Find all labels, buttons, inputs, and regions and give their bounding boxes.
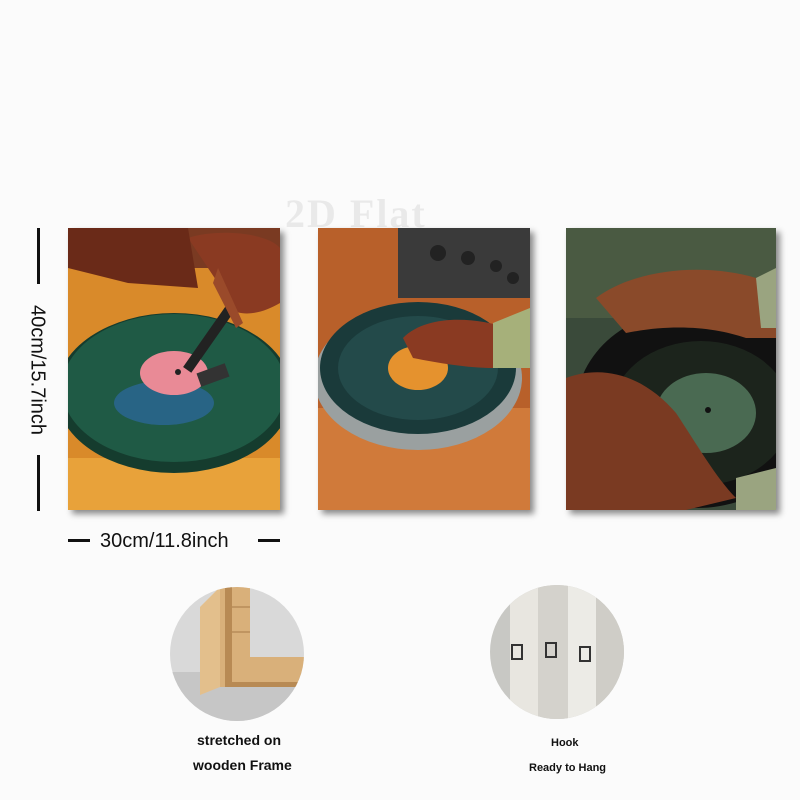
height-dimension-label: 40cm/15.7inch [26, 304, 49, 436]
width-dimension-line-left [68, 539, 90, 542]
height-dimension-line-bottom [37, 455, 40, 511]
canvas-panel-center [318, 228, 530, 510]
canvas-panel-left [68, 228, 280, 510]
wooden-frame-caption-line1: stretched on [197, 732, 282, 748]
wooden-frame-caption-line2: wooden Frame [193, 757, 292, 773]
hook-caption-line2: Ready to Hang [529, 762, 607, 774]
hook-detail-image [490, 585, 624, 719]
hook-caption-line1: Hook [551, 737, 579, 749]
width-dimension-label: 30cm/11.8inch [100, 530, 229, 552]
wooden-frame-detail-image [170, 587, 304, 721]
canvas-panel-right [566, 228, 776, 510]
height-dimension-line-top [37, 228, 40, 284]
width-dimension-line-right [258, 539, 280, 542]
